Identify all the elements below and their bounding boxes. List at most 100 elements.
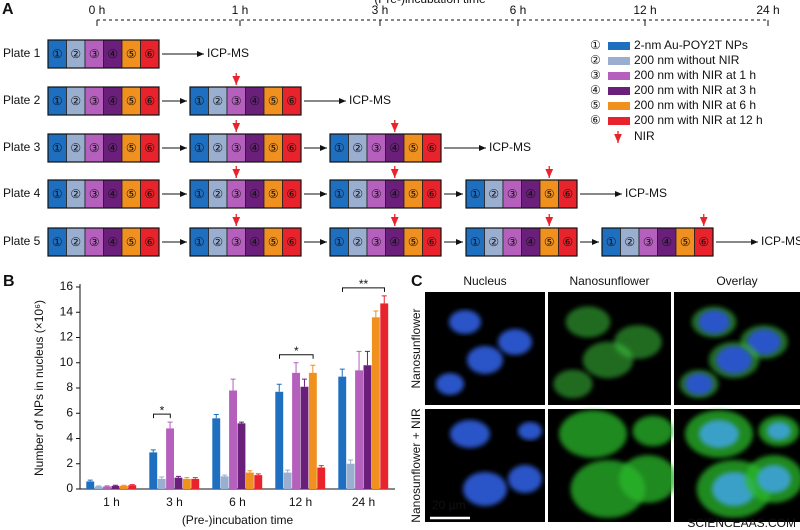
well-plate — [189, 179, 302, 209]
error-bar — [129, 484, 135, 486]
well-number: ③ — [371, 235, 382, 249]
well-number: ⑤ — [268, 187, 279, 201]
green-signal — [619, 455, 677, 503]
watermark: SCIENCEAAS.COM — [687, 516, 796, 530]
error-bar — [167, 421, 173, 429]
well-number: ② — [352, 187, 363, 201]
well-number: ① — [194, 141, 205, 155]
error-bar — [238, 421, 244, 424]
well-number: ② — [70, 187, 81, 201]
micrograph — [425, 409, 545, 522]
panel-label: A — [2, 1, 14, 18]
well-number: ④ — [107, 235, 118, 249]
legend-number: ② — [590, 53, 601, 67]
y-tick-label: 0 — [66, 481, 73, 495]
well-number: ① — [334, 141, 345, 155]
plate-label: Plate 2 — [3, 93, 41, 107]
micrograph — [425, 292, 545, 405]
bar — [182, 478, 191, 489]
well-plate — [329, 179, 442, 209]
y-tick-label: 16 — [60, 279, 74, 293]
green-signal — [582, 341, 634, 379]
legend-label: 200 nm without NIR — [634, 53, 740, 67]
error-bar — [364, 350, 370, 366]
well-number: ① — [470, 187, 481, 201]
error-bar — [293, 362, 299, 373]
well-number: ④ — [249, 187, 260, 201]
well-number: ⑤ — [126, 94, 137, 108]
error-bar — [159, 476, 165, 479]
well-plate — [465, 179, 578, 209]
legend-nir: NIR — [634, 129, 655, 143]
well-number: ① — [52, 187, 63, 201]
nucleus — [518, 422, 542, 440]
legend-swatch — [608, 102, 630, 110]
well-number: ② — [212, 94, 223, 108]
nucleus — [712, 472, 756, 506]
well-number: ③ — [89, 235, 100, 249]
well-number: ④ — [661, 235, 672, 249]
well-plate — [189, 133, 302, 163]
timeline-label: 0 h — [89, 3, 106, 17]
y-tick-label: 4 — [66, 431, 73, 445]
well-plate — [329, 227, 442, 257]
well-number: ⑥ — [286, 94, 297, 108]
x-tick-label: 6 h — [229, 495, 246, 509]
error-bar — [104, 485, 110, 487]
timeline-label: 1 h — [232, 3, 249, 17]
plate-label: Plate 4 — [3, 186, 41, 200]
green-signal — [632, 415, 674, 447]
error-bar — [230, 378, 236, 391]
well-number: ⑥ — [698, 235, 709, 249]
well-number: ⑥ — [426, 141, 437, 155]
well-number: ④ — [107, 47, 118, 61]
well-number: ④ — [525, 187, 536, 201]
well-number: ④ — [525, 235, 536, 249]
error-bar — [348, 459, 354, 464]
well-plate — [601, 227, 714, 257]
well-plate — [189, 86, 302, 116]
bar — [111, 485, 120, 489]
well-number: ④ — [249, 141, 260, 155]
x-tick-label: 24 h — [352, 495, 375, 509]
nucleus — [463, 472, 507, 506]
well-number: ③ — [89, 47, 100, 61]
well-number: ⑤ — [126, 47, 137, 61]
error-bar — [175, 475, 181, 478]
bar — [128, 485, 137, 489]
nucleus — [747, 329, 781, 355]
bar — [157, 478, 166, 489]
well-number: ② — [70, 94, 81, 108]
bar — [346, 463, 355, 489]
x-tick-label: 1 h — [103, 495, 120, 509]
error-bar — [213, 414, 219, 419]
well-number: ⑥ — [144, 235, 155, 249]
error-bar — [87, 479, 93, 482]
y-tick-label: 12 — [60, 330, 74, 344]
nucleus — [450, 420, 490, 448]
well-plate — [329, 133, 442, 163]
well-number: ⑥ — [426, 187, 437, 201]
bar — [355, 370, 363, 489]
well-number: ⑤ — [268, 141, 279, 155]
well-number: ⑥ — [426, 235, 437, 249]
x-tick-label: 12 h — [289, 495, 312, 509]
significance: * — [160, 403, 165, 417]
y-axis-label: Number of NPs in nucleus (×10⁶) — [32, 300, 46, 476]
nucleus — [467, 346, 503, 374]
timeline-label: 12 h — [633, 3, 656, 17]
error-bar — [184, 477, 190, 479]
well-number: ④ — [249, 94, 260, 108]
column-header: Nucleus — [463, 274, 506, 288]
well-number: ⑤ — [544, 235, 555, 249]
legend-swatch — [608, 57, 630, 65]
well-number: ② — [488, 187, 499, 201]
nucleus — [449, 310, 481, 334]
bar — [371, 317, 380, 489]
well-number: ① — [52, 141, 63, 155]
well-number: ⑥ — [562, 235, 573, 249]
legend-label: 200 nm with NIR at 12 h — [634, 113, 763, 127]
well-number: ③ — [507, 235, 518, 249]
y-tick-label: 6 — [66, 405, 73, 419]
